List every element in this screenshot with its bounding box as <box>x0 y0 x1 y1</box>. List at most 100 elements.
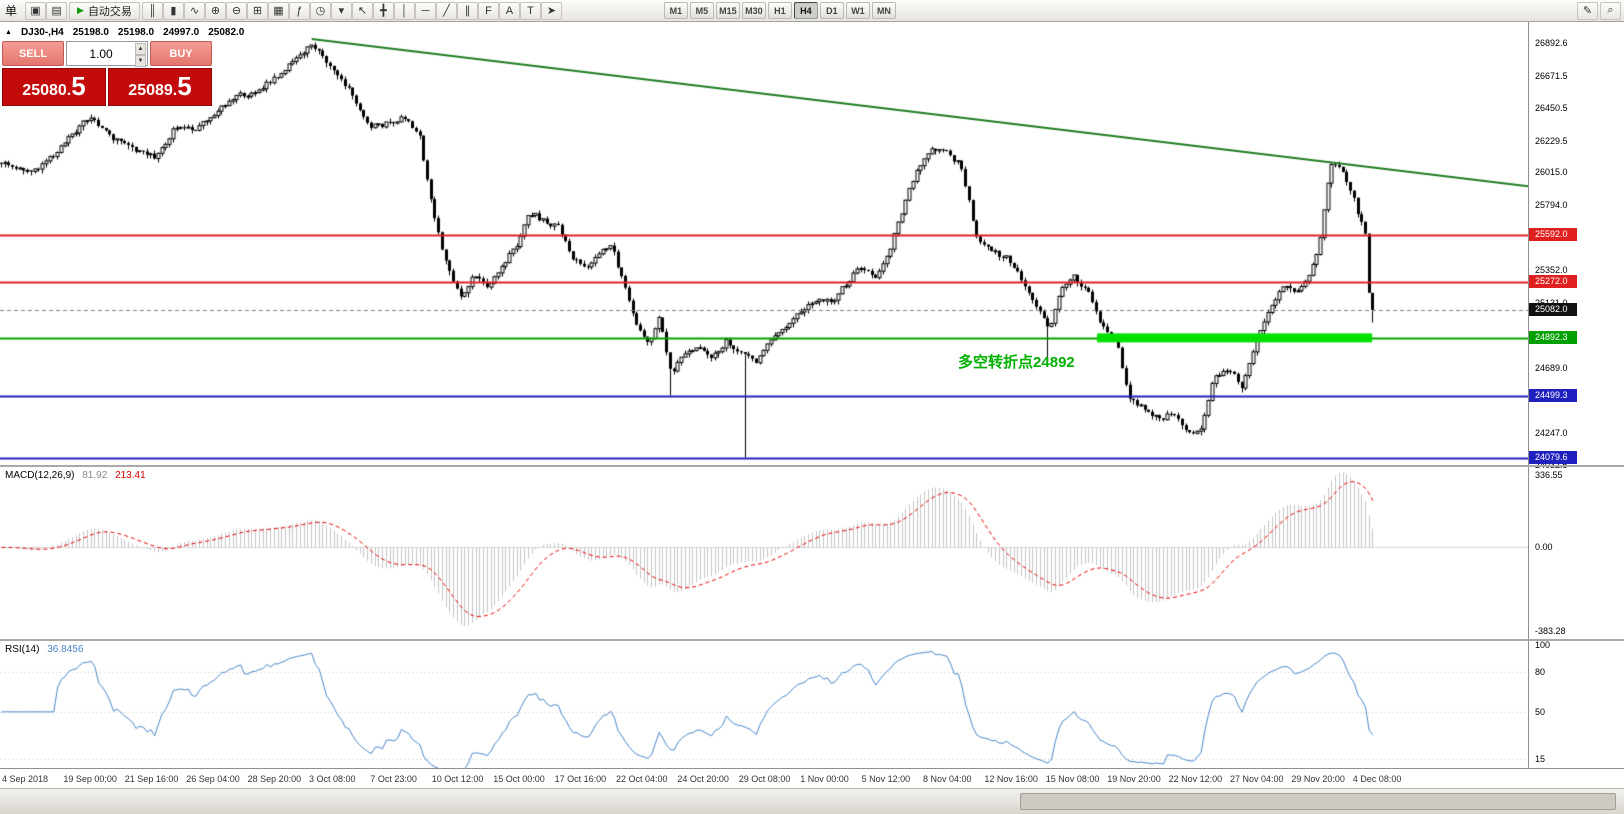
y-axis-label: 26229.5 <box>1535 135 1568 146</box>
rsi-axis-label: 100 <box>1535 640 1551 650</box>
horizontal-scrollbar-thumb[interactable] <box>1020 793 1616 810</box>
candlestick-chart-icon[interactable]: ▮ <box>162 1 184 20</box>
price-chart-canvas[interactable] <box>0 22 1528 465</box>
cursor-icon[interactable]: ↖ <box>351 1 373 20</box>
templates-icon[interactable]: ▾ <box>330 1 352 20</box>
time-axis-label: 15 Nov 08:00 <box>1045 774 1100 784</box>
time-axis-label: 22 Nov 12:00 <box>1168 774 1223 784</box>
collapse-arrow-icon[interactable]: ▲ <box>5 29 12 36</box>
new-order-icon[interactable]: ▣ <box>25 1 47 20</box>
crosshair-icon[interactable]: ╋ <box>372 1 394 20</box>
buy-price-display[interactable]: 25089. 5 <box>108 68 212 106</box>
y-axis-label: 26015.0 <box>1535 167 1568 178</box>
rsi-axis-label: 80 <box>1535 666 1546 677</box>
y-axis-label: 25131.0 <box>1535 298 1568 308</box>
sell-button[interactable]: SELL <box>2 41 64 66</box>
buy-button[interactable]: BUY <box>150 41 212 66</box>
tile-windows-icon[interactable]: ▦ <box>267 1 289 20</box>
time-axis-label: 19 Sep 00:00 <box>63 774 117 784</box>
channel-icon[interactable]: ∥ <box>456 1 478 20</box>
time-axis-label: 29 Nov 20:00 <box>1291 774 1345 784</box>
pane-splitter[interactable] <box>0 639 1624 641</box>
time-axis-label: 17 Oct 16:00 <box>554 774 607 784</box>
price-axis[interactable]: 26892.6 26671.5 26450.5 26229.5 26015.0 25794… <box>1528 22 1624 768</box>
time-axis-label: 10 Oct 12:00 <box>431 774 484 784</box>
arrow-tool-icon[interactable]: ➤ <box>540 1 562 20</box>
fibonacci-icon[interactable]: F <box>477 2 499 20</box>
pane-splitter[interactable] <box>0 465 1624 467</box>
text-icon[interactable]: A <box>498 2 520 20</box>
chart-windows-icon[interactable]: ▤ <box>46 1 68 20</box>
periods-icon[interactable]: ◷ <box>309 1 331 20</box>
horizontal-line-icon[interactable]: ─ <box>414 2 436 20</box>
y-axis-label: 24247.0 <box>1535 428 1568 438</box>
search-icon[interactable]: ⌕ <box>1600 1 1621 20</box>
volume-input[interactable] <box>67 42 147 65</box>
timeframe-toolbar: M1 M5 M15 M30 H1 H4 D1 W1 MN <box>663 2 896 19</box>
autotrade-play-icon: ▶ <box>77 5 84 15</box>
line-chart-icon[interactable]: ∿ <box>183 1 205 20</box>
orders-menu[interactable]: 单 <box>5 4 18 18</box>
timeframe-m30-button[interactable]: M30 <box>741 2 766 19</box>
time-axis-label: 22 Oct 04:00 <box>616 774 668 784</box>
rsi-indicator-label: RSI(14) 36.8456 <box>5 644 83 655</box>
rsi-name: RSI(14) <box>5 644 40 655</box>
timeframe-m5-button[interactable]: M5 <box>689 2 714 19</box>
edit-icon[interactable]: ✎ <box>1577 1 1598 20</box>
rsi-axis-label: 50 <box>1535 706 1546 717</box>
macd-axis-label: 336.55 <box>1535 470 1563 480</box>
timeframe-h4-button[interactable]: H4 <box>793 2 818 19</box>
zoom-out-icon[interactable]: ⊖ <box>225 1 247 20</box>
grid-icon[interactable]: ⊞ <box>246 1 268 20</box>
price-line-tag: 24079.6 <box>1529 450 1577 464</box>
autotrade-button[interactable]: ▶ 自动交易 <box>69 1 140 20</box>
volume-spinner: ▲ ▼ <box>66 41 148 67</box>
timeframe-h1-button[interactable]: H1 <box>767 2 792 19</box>
chart-annotation-text[interactable]: 多空转折点24892 <box>958 354 1075 372</box>
indicators-icon[interactable]: ƒ <box>288 2 310 20</box>
zoom-in-icon[interactable]: ⊕ <box>204 1 226 20</box>
y-axis-label: 26892.6 <box>1535 37 1568 48</box>
main-toolbar: 单 ▣ ▤ ▶ 自动交易 ║ ▮ ∿ ⊕ ⊖ ⊞ ▦ ƒ ◷ ▾ ↖ ╋ │ ─ ╱ ∥ F A T ➤ M1 M5 M15… <box>0 0 1624 22</box>
one-click-trade-panel: SELL ▲ ▼ BUY 25080.5 25089.5 <box>2 41 212 106</box>
rsi-axis-label: 15 <box>1535 753 1546 764</box>
rsi-value: 36.8456 <box>47 644 84 655</box>
time-axis[interactable]: 4 Sep 2018 19 Sep 00:00 21 Sep 16:00 26 Sep… <box>0 768 1624 788</box>
time-axis-label: 21 Sep 16:00 <box>124 774 179 784</box>
time-axis-label: 1 Nov 00:00 <box>800 774 849 784</box>
bar-chart-icon[interactable]: ║ <box>141 2 163 20</box>
vertical-line-icon[interactable]: │ <box>393 2 415 20</box>
macd-signal-value: 213.41 <box>115 470 146 481</box>
price-line-tag: 25592.0 <box>1529 227 1577 241</box>
macd-axis-label: -383.28 <box>1535 626 1566 636</box>
toolbar-group-tools: ║ ▮ ∿ ⊕ ⊖ ⊞ ▦ ƒ ◷ ▾ ↖ ╋ │ ─ ╱ ∥ F A T ➤ <box>141 1 562 20</box>
timeframe-w1-button[interactable]: W1 <box>845 2 870 19</box>
sell-price-display[interactable]: 25080. 5 <box>2 68 106 106</box>
open-value: 25198.0 <box>72 27 109 38</box>
y-axis-label: 25352.0 <box>1535 265 1568 276</box>
y-axis-label: 24032.5 <box>1535 460 1568 470</box>
time-axis-label: 5 Nov 12:00 <box>861 774 911 784</box>
macd-axis-label: 0.00 <box>1535 542 1553 553</box>
time-axis-label: 12 Nov 16:00 <box>984 774 1038 784</box>
toolbar-group-left: ▣ ▤ <box>25 1 68 20</box>
trendline-icon[interactable]: ╱ <box>435 1 457 20</box>
volume-down-icon[interactable]: ▼ <box>135 55 146 67</box>
close-value: 25082.0 <box>208 27 245 38</box>
y-axis-label: 26450.5 <box>1535 103 1568 114</box>
time-axis-label: 27 Nov 04:00 <box>1230 774 1284 784</box>
timeframe-d1-button[interactable]: D1 <box>819 2 844 19</box>
time-axis-label: 7 Oct 23:00 <box>370 774 417 784</box>
text-label-icon[interactable]: T <box>519 2 541 20</box>
time-axis-label: 8 Nov 04:00 <box>923 774 972 784</box>
volume-up-icon[interactable]: ▲ <box>135 43 146 55</box>
rsi-indicator-canvas[interactable] <box>0 641 1528 768</box>
low-value: 24997.0 <box>163 27 200 38</box>
timeframe-m1-button[interactable]: M1 <box>663 2 688 19</box>
timeframe-m15-button[interactable]: M15 <box>715 2 740 19</box>
time-axis-label: 4 Sep 2018 <box>2 774 49 784</box>
timeframe-mn-button[interactable]: MN <box>871 2 896 19</box>
macd-indicator-canvas[interactable] <box>0 467 1528 639</box>
macd-indicator-label: MACD(12,26,9) 81.92 213.41 <box>5 470 146 481</box>
